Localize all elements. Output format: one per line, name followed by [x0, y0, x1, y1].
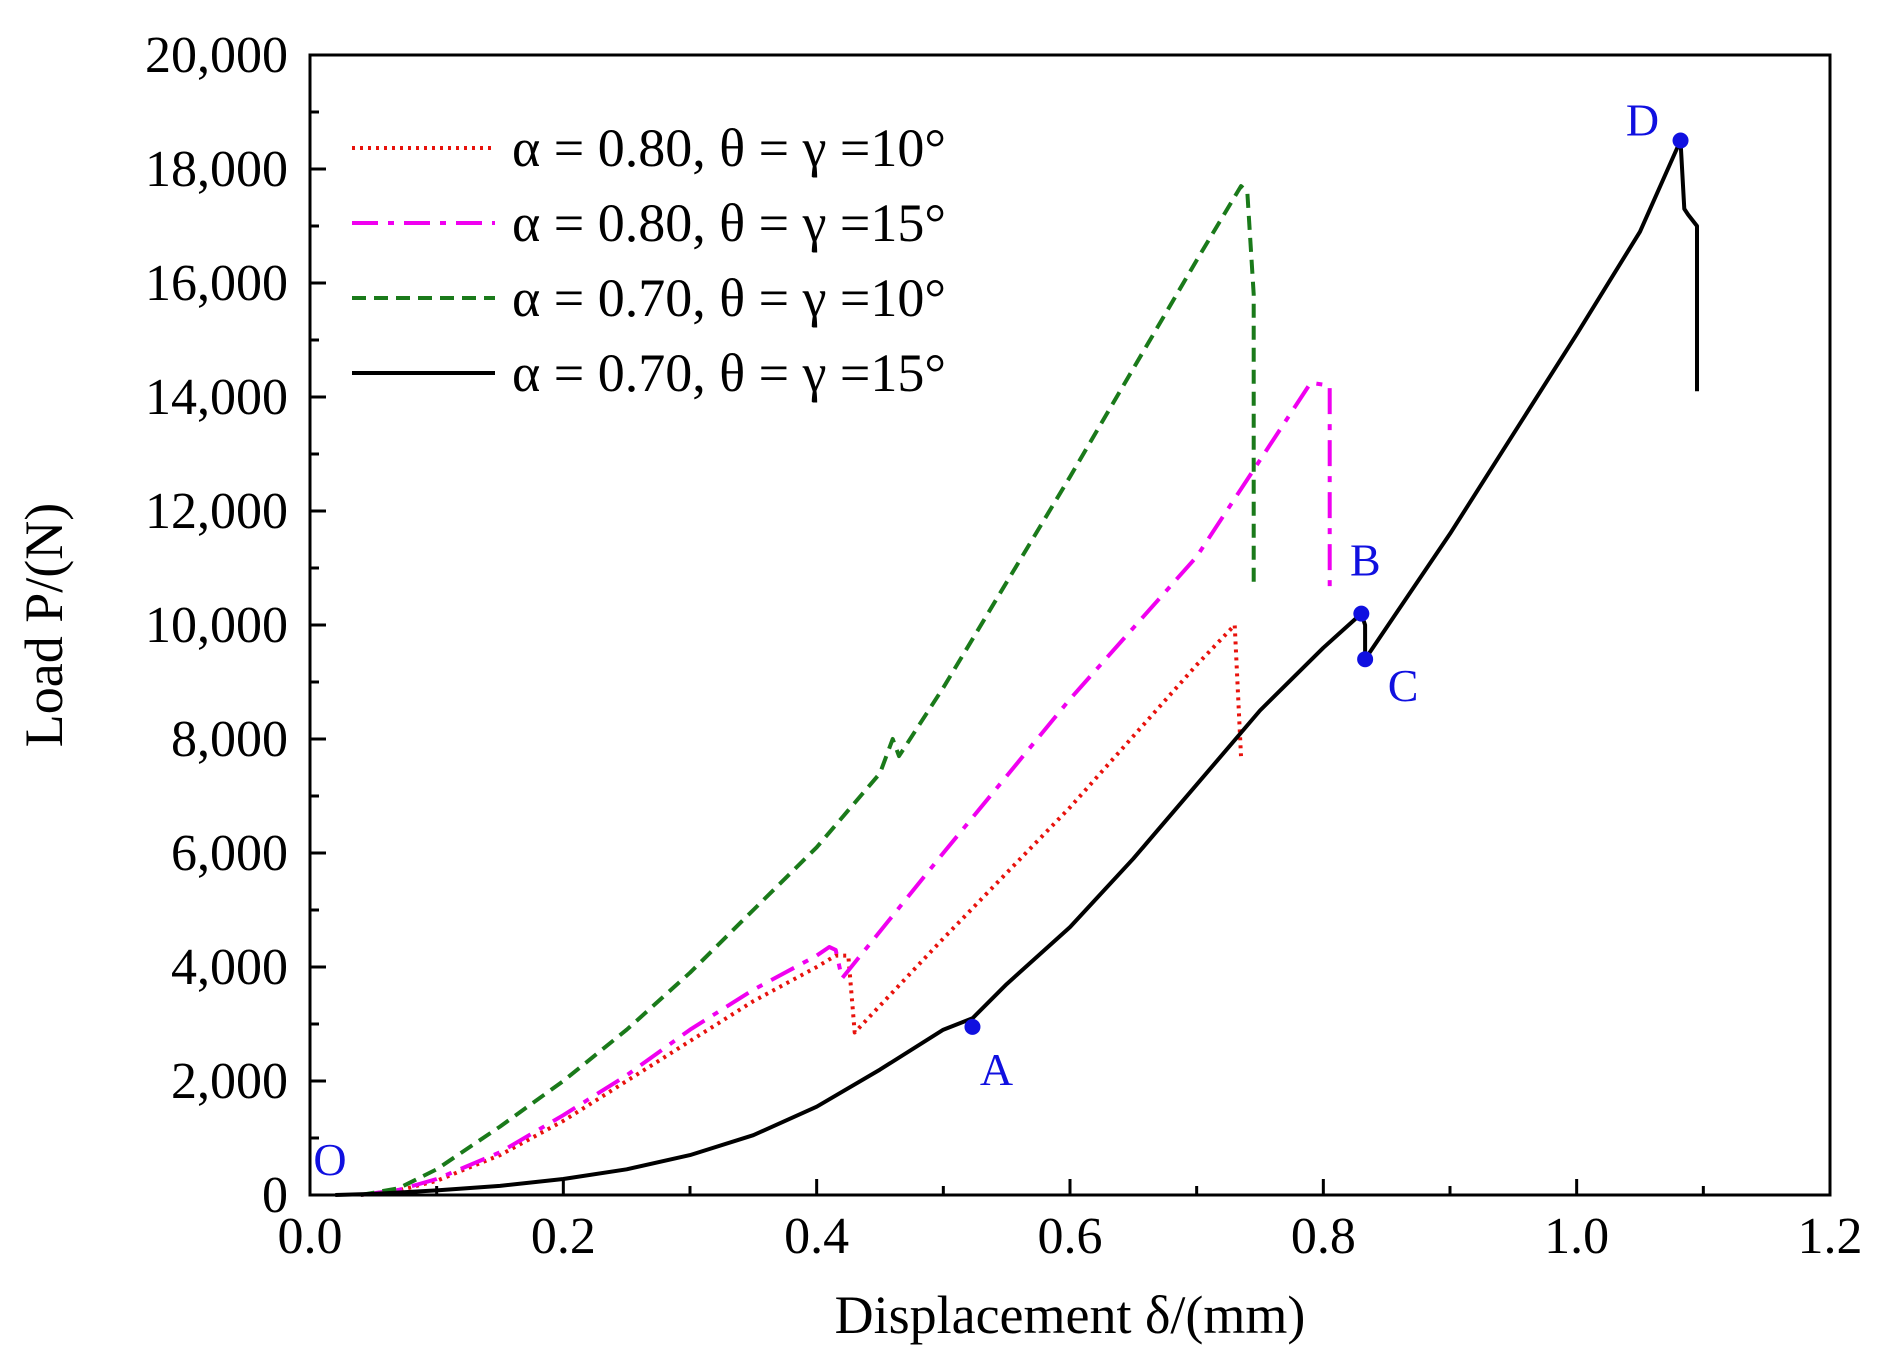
- x-tick-label: 0.8: [1291, 1208, 1356, 1265]
- x-tick-label: 1.0: [1544, 1208, 1609, 1265]
- y-tick-label: 6,000: [171, 825, 288, 882]
- y-axis-label: Load P/(N): [14, 503, 74, 747]
- point-marker-d: [1672, 132, 1689, 149]
- y-tick-label: 20,000: [145, 27, 288, 84]
- y-tick-label: 18,000: [145, 141, 288, 198]
- y-tick-label: 0: [262, 1167, 288, 1224]
- x-tick-label: 0.0: [278, 1208, 343, 1265]
- x-tick-label: 0.6: [1038, 1208, 1103, 1265]
- plot-area-frame: [308, 53, 1832, 1197]
- axis-ticks: 0.0 0.2 0.4 0.6 0.8 1.0 1.2 0 2,000 4,000 6,000 8,0…: [145, 27, 1863, 1265]
- series-line-3: [360, 184, 1256, 1197]
- point-label-d: D: [1626, 95, 1659, 146]
- point-label-b: B: [1350, 535, 1381, 586]
- legend-label-4: α = 0.70, θ = γ =15°: [512, 343, 946, 403]
- y-tick-label: 2,000: [171, 1053, 288, 1110]
- point-marker-c: [1357, 651, 1374, 668]
- point-marker-b: [1353, 605, 1370, 622]
- series-line-4: [335, 138, 1699, 1197]
- y-tick-label: 12,000: [145, 483, 288, 540]
- x-tick-label: 0.2: [531, 1208, 596, 1265]
- legend-label-2: α = 0.80, θ = γ =15°: [512, 193, 946, 253]
- x-tick-label: 0.4: [784, 1208, 849, 1265]
- point-marker-a: [964, 1018, 981, 1035]
- x-axis-label: Displacement δ/(mm): [835, 1285, 1306, 1345]
- y-tick-label: 14,000: [145, 369, 288, 426]
- marked-points: O A B C D: [313, 95, 1689, 1185]
- x-tick-label: 1.2: [1798, 1208, 1863, 1265]
- point-label-a: A: [980, 1044, 1013, 1095]
- y-tick-label: 4,000: [171, 939, 288, 996]
- series-line-1: [360, 623, 1243, 1197]
- point-label-o: O: [313, 1134, 346, 1185]
- y-tick-label: 10,000: [145, 597, 288, 654]
- legend-label-3: α = 0.70, θ = γ =10°: [512, 268, 946, 328]
- point-label-c: C: [1388, 660, 1419, 711]
- legend-label-1: α = 0.80, θ = γ =10°: [512, 118, 946, 178]
- series-lines: [335, 138, 1699, 1197]
- series-line-2: [360, 380, 1332, 1197]
- y-tick-label: 8,000: [171, 711, 288, 768]
- legend: α = 0.80, θ = γ =10° α = 0.80, θ = γ =15°…: [352, 118, 946, 403]
- y-tick-label: 16,000: [145, 255, 288, 312]
